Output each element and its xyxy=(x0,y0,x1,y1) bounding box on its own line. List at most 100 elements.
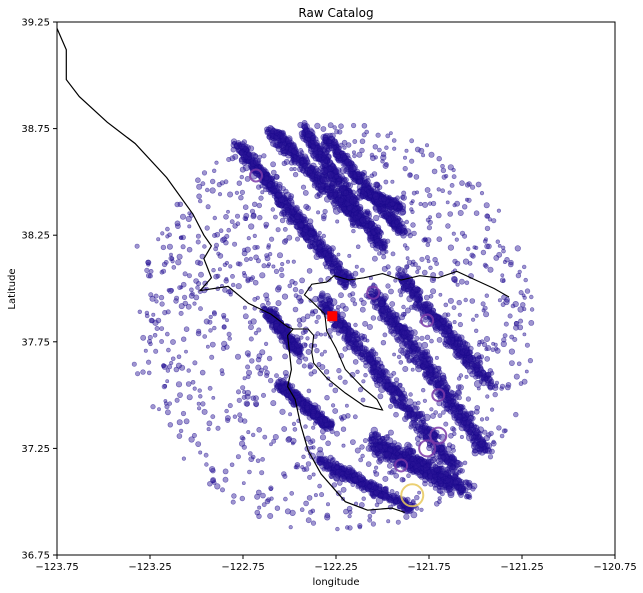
earthquake-point xyxy=(357,474,365,482)
earthquake-point xyxy=(239,174,245,180)
earthquake-point xyxy=(274,311,279,316)
earthquake-point xyxy=(384,450,392,459)
earthquake-point xyxy=(278,202,285,209)
earthquake-point xyxy=(236,180,243,186)
earthquake-point xyxy=(278,385,283,390)
earthquake-point xyxy=(424,307,431,313)
earthquake-point xyxy=(271,438,277,444)
earthquake-point xyxy=(316,210,321,215)
earthquake-point xyxy=(158,294,165,301)
earthquake-point xyxy=(440,454,447,461)
earthquake-point xyxy=(348,160,355,167)
earthquake-point xyxy=(487,385,494,391)
earthquake-point xyxy=(304,404,310,411)
earthquake-point xyxy=(387,385,395,394)
earthquake-point xyxy=(469,415,476,422)
earthquake-point xyxy=(479,191,485,196)
earthquake-point xyxy=(433,467,438,472)
earthquake-point xyxy=(464,494,470,500)
earthquake-point xyxy=(260,392,266,398)
earthquake-point xyxy=(331,403,336,408)
earthquake-point xyxy=(363,373,368,378)
earthquake-point xyxy=(386,463,393,469)
earthquake-point xyxy=(339,166,347,174)
earthquake-point xyxy=(375,132,381,138)
earthquake-point xyxy=(300,396,305,402)
earthquake-point xyxy=(358,351,364,357)
earthquake-point xyxy=(458,354,464,360)
earthquake-point xyxy=(340,426,347,432)
earthquake-point xyxy=(283,373,289,379)
earthquake-point xyxy=(410,511,418,519)
earthquake-point xyxy=(306,388,312,394)
earthquake-point xyxy=(156,237,161,242)
earthquake-point xyxy=(235,140,242,146)
earthquake-point xyxy=(313,177,318,182)
earthquake-point xyxy=(321,167,329,175)
earthquake-point xyxy=(288,193,295,200)
earthquake-point xyxy=(216,251,221,256)
earthquake-point xyxy=(358,457,364,463)
earthquake-point xyxy=(267,125,274,132)
earthquake-point xyxy=(324,395,330,401)
earthquake-point xyxy=(422,201,429,208)
earthquake-point xyxy=(177,392,183,398)
earthquake-point xyxy=(296,221,304,229)
earthquake-point xyxy=(276,181,283,188)
earthquake-point xyxy=(176,433,183,439)
earthquake-point xyxy=(283,188,289,195)
earthquake-point xyxy=(196,193,202,200)
earthquake-point xyxy=(456,376,462,381)
earthquake-point xyxy=(247,469,252,475)
earthquake-point xyxy=(369,220,375,227)
earthquake-point xyxy=(270,207,275,212)
earthquake-point xyxy=(406,473,411,479)
earthquake-point xyxy=(480,249,487,256)
earthquake-point xyxy=(299,335,304,340)
earthquake-point xyxy=(440,164,445,169)
earthquake-point xyxy=(404,354,410,360)
earthquake-point xyxy=(387,310,394,317)
earthquake-point xyxy=(361,379,366,384)
earthquake-point xyxy=(387,429,394,436)
earthquake-point xyxy=(303,424,308,429)
earthquake-point xyxy=(422,349,429,356)
earthquake-point xyxy=(187,224,192,229)
earthquake-point xyxy=(403,403,409,409)
earthquake-point xyxy=(278,334,284,341)
earthquake-point xyxy=(274,373,279,379)
earthquake-point xyxy=(338,182,345,189)
earthquake-point xyxy=(380,305,389,314)
earthquake-point xyxy=(381,376,386,380)
earthquake-point xyxy=(222,468,229,475)
earthquake-point xyxy=(255,458,261,464)
earthquake-point xyxy=(416,400,421,406)
earthquake-point xyxy=(378,299,385,307)
earthquake-point xyxy=(208,328,213,333)
earthquake-point xyxy=(332,145,338,150)
earthquake-point xyxy=(247,145,255,152)
earthquake-point xyxy=(217,192,223,197)
earthquake-point xyxy=(340,486,347,493)
earthquake-point xyxy=(310,165,315,170)
earthquake-point xyxy=(423,434,429,440)
earthquake-point xyxy=(403,513,410,520)
earthquake-point xyxy=(257,214,263,221)
earthquake-point xyxy=(320,410,326,416)
earthquake-point xyxy=(488,430,494,437)
earthquake-point xyxy=(416,265,421,271)
earthquake-point xyxy=(154,299,159,304)
earthquake-point xyxy=(326,300,332,306)
earthquake-point xyxy=(437,480,444,487)
earthquake-point xyxy=(367,517,373,523)
earthquake-point xyxy=(332,327,338,333)
earthquake-point xyxy=(189,287,194,293)
earthquake-point xyxy=(315,233,320,238)
earthquake-point xyxy=(392,498,398,504)
earthquake-point xyxy=(436,156,442,162)
earthquake-point xyxy=(477,446,483,453)
earthquake-point xyxy=(348,340,354,347)
earthquake-point xyxy=(292,427,298,432)
earthquake-point xyxy=(374,465,379,470)
earthquake-point xyxy=(253,153,259,159)
